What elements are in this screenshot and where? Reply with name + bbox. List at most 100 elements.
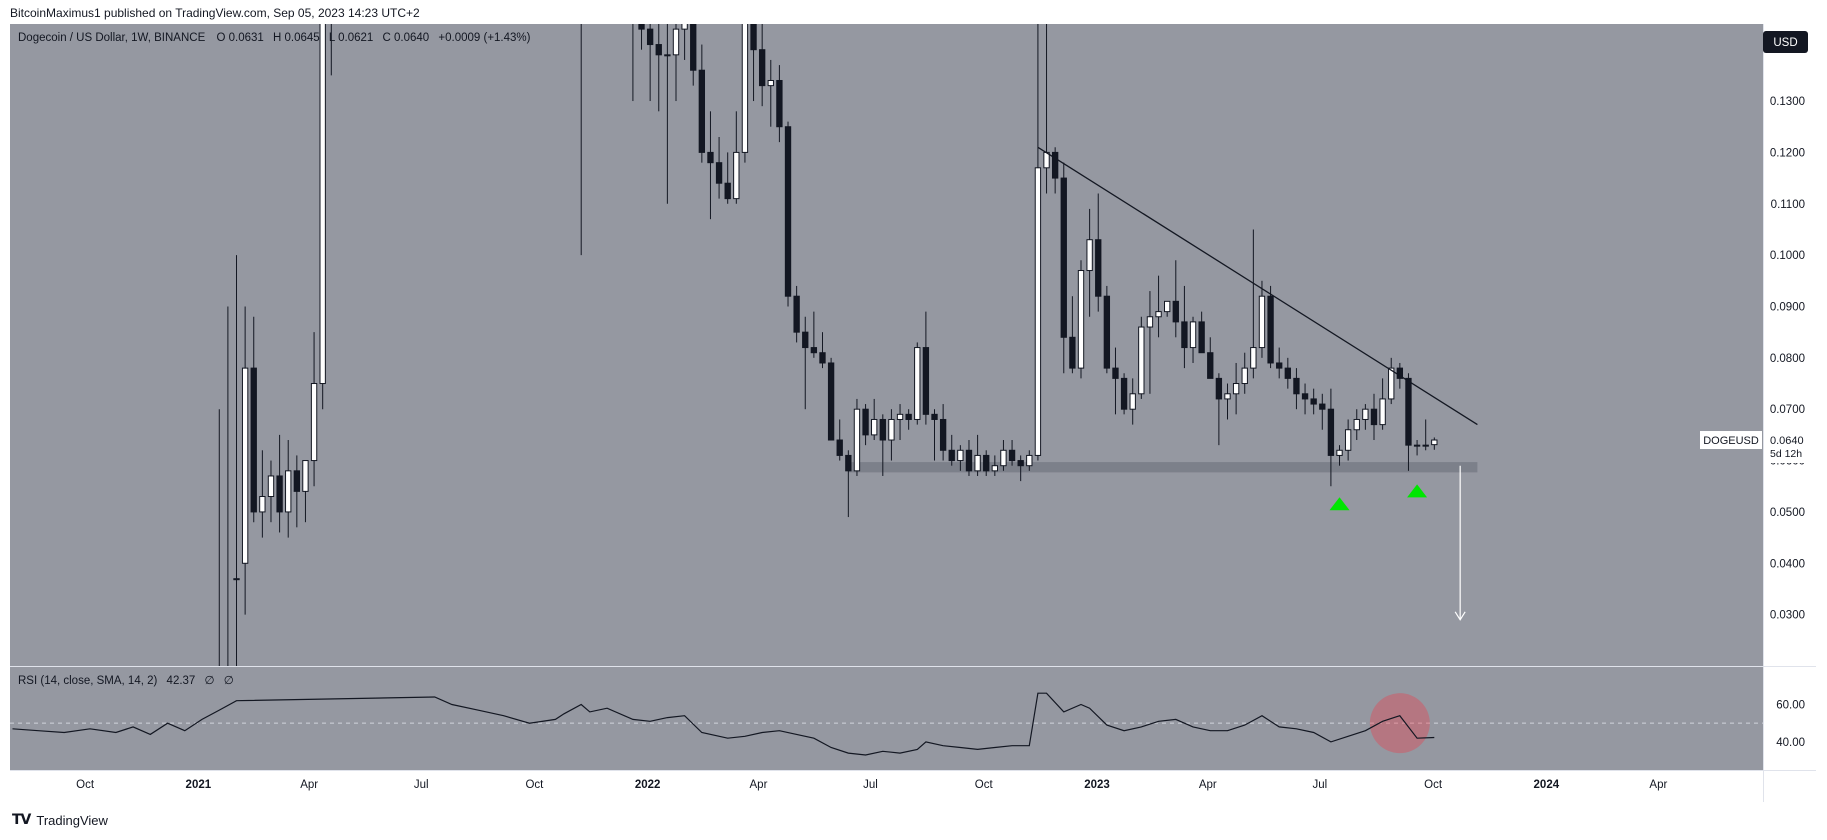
rsi-axis[interactable]: 60.00 40.00	[1776, 699, 1805, 748]
candle	[827, 357, 835, 441]
time-axis-tick-label: Jul	[414, 779, 429, 791]
change-value: +0.0009 (+1.43%)	[438, 32, 530, 44]
candle	[1181, 285, 1188, 369]
candle	[1413, 440, 1421, 456]
candle-body-up	[1155, 311, 1162, 318]
candle	[310, 332, 318, 487]
time-axis-tick-label: Apr	[300, 779, 318, 791]
candle-body-down	[1310, 398, 1317, 405]
high-label: H	[273, 32, 281, 44]
price-axis-tick-label: 0.1200	[1770, 147, 1805, 159]
candle	[1146, 291, 1154, 394]
time-axis-tick-label: Apr	[750, 779, 768, 791]
candle-body-up	[974, 454, 981, 472]
candle	[1362, 404, 1369, 430]
candle-body-down	[698, 69, 706, 153]
candle-body-up	[888, 418, 895, 441]
candle	[655, 24, 662, 112]
price-axis-tick-label: 0.0500	[1770, 507, 1805, 519]
candle	[330, 24, 332, 76]
low-value: 0.0621	[338, 32, 373, 44]
candle	[1000, 440, 1007, 471]
rsi-legend-value: 42.37	[167, 675, 196, 687]
candle	[293, 455, 301, 528]
time-axis-tick-label: Apr	[1199, 779, 1217, 791]
candle	[905, 409, 912, 430]
tradingview-logo[interactable]: TV TradingView	[12, 812, 108, 828]
candle	[948, 434, 955, 466]
down-arrow-head	[1454, 611, 1466, 621]
candle-body-down	[690, 24, 697, 71]
rsi-pane-bg[interactable]	[10, 667, 1763, 770]
candle	[681, 24, 688, 60]
candle-body-down	[1207, 352, 1214, 379]
candle	[965, 440, 973, 476]
candle-body-up	[319, 24, 326, 385]
time-axis-tick-label: Oct	[76, 779, 95, 791]
currency-button[interactable]: USD	[1763, 31, 1808, 53]
candle-body-up	[1189, 321, 1197, 349]
candle	[580, 24, 582, 256]
candle-body-down	[1215, 377, 1223, 400]
candle	[1422, 419, 1429, 451]
candle	[1284, 357, 1291, 389]
candle	[1129, 378, 1136, 425]
candle	[741, 24, 749, 163]
candle	[991, 455, 999, 476]
candle-body-up	[259, 496, 266, 513]
candle-body-down	[1327, 408, 1335, 456]
candle	[888, 409, 895, 461]
price-axis-tick-label: 0.0300	[1770, 610, 1805, 622]
tradingview-logo-text: TradingView	[36, 812, 108, 828]
chart-svg[interactable]: 0.03000.04000.05000.06000.07000.08000.09…	[10, 24, 1816, 802]
candle-body-down	[1060, 177, 1067, 338]
candle-body-up	[1379, 398, 1386, 426]
descending-trendline	[1037, 146, 1478, 426]
candle	[1379, 378, 1386, 430]
candle-body-down	[931, 413, 938, 420]
candle	[793, 285, 800, 343]
rsi-axis-tick-label: 40.00	[1776, 737, 1805, 749]
candle-body-up	[1034, 167, 1042, 456]
candle	[733, 111, 740, 204]
close-value: 0.0640	[394, 32, 429, 44]
candle-body-up	[681, 24, 688, 30]
candle-body-up	[957, 449, 964, 462]
chart-frame[interactable]: 0.03000.04000.05000.06000.07000.08000.09…	[10, 24, 1816, 802]
candle	[1095, 193, 1102, 312]
candle	[227, 306, 229, 666]
rsi-ma1-value: ∅	[205, 675, 215, 687]
candle	[285, 440, 292, 538]
candle	[819, 332, 826, 369]
time-axis-tick-label: Oct	[975, 779, 994, 791]
time-axis[interactable]: Oct 2021 Apr Jul Oct 2022 Apr Jul Oct 2023 Apr Jul O…	[76, 779, 1667, 791]
candle	[914, 342, 921, 425]
price-axis-bg[interactable]	[1763, 24, 1816, 770]
candle-body-up	[1077, 270, 1085, 369]
candle-body-up	[1129, 393, 1136, 410]
candle-body-up	[767, 79, 774, 87]
candle-body-up	[1422, 444, 1429, 447]
open-label: O	[216, 32, 225, 44]
candle	[1344, 419, 1352, 461]
candle	[879, 414, 886, 476]
candle-body-up	[1344, 429, 1352, 451]
low-label: L	[329, 32, 336, 44]
candle-body-up	[1362, 408, 1369, 420]
green-triangle-marker	[1407, 484, 1428, 498]
candle	[259, 450, 266, 538]
candle-body-down	[965, 449, 973, 472]
candle-body-down	[905, 413, 912, 420]
candle	[1405, 373, 1412, 471]
candle-body-up	[241, 367, 249, 564]
candle	[776, 65, 783, 143]
rsi-legend-text: RSI (14, close, SMA, 14, 2)	[18, 675, 158, 687]
price-pane-bg[interactable]	[10, 24, 1763, 666]
candle	[724, 152, 731, 204]
candle	[1112, 347, 1119, 415]
time-axis-tick-label: 2022	[635, 779, 661, 791]
candle-body-down	[250, 367, 257, 513]
candle	[871, 398, 878, 441]
candle-body-up	[1146, 316, 1154, 328]
rsi-axis-tick-label: 60.00	[1776, 699, 1805, 711]
